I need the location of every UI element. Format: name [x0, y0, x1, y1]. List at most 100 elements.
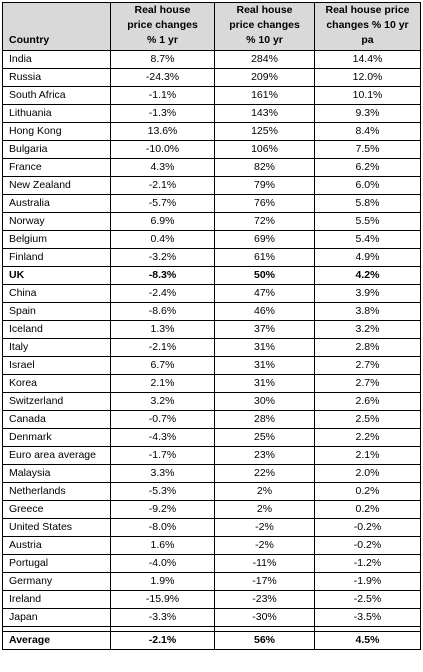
house-price-table: Country Real house price changes % 1 yr …	[2, 2, 421, 650]
change-10yr-pa-cell: 4.9%	[314, 248, 421, 267]
change-1yr-cell: -1.3%	[110, 104, 215, 123]
table-row: Malaysia 3.3% 22% 2.0%	[2, 464, 421, 483]
change-10yr-pa-cell: 2.7%	[314, 356, 421, 375]
table-row: Ireland -15.9% -23% -2.5%	[2, 590, 421, 609]
country-cell: Australia	[2, 194, 111, 213]
table-row: Germany 1.9% -17% -1.9%	[2, 572, 421, 591]
country-cell: United States	[2, 518, 111, 537]
header-country: Country	[2, 2, 111, 51]
change-1yr-cell: -4.0%	[110, 554, 215, 573]
change-10yr-pa-cell: 3.8%	[314, 302, 421, 321]
change-10yr-cell: 30%	[214, 392, 315, 411]
header-10yr-line-3: % 10 yr	[246, 34, 283, 46]
table-row: New Zealand -2.1% 79% 6.0%	[2, 176, 421, 195]
header-1yr-line-3: % 1 yr	[147, 34, 178, 46]
country-cell: Norway	[2, 212, 111, 231]
change-10yr-cell: 37%	[214, 320, 315, 339]
country-cell: Denmark	[2, 428, 111, 447]
change-1yr-cell: -5.7%	[110, 194, 215, 213]
change-1yr-cell: 6.7%	[110, 356, 215, 375]
header-10yr-pa-line-3: pa	[361, 34, 374, 46]
change-10yr-cell: 46%	[214, 302, 315, 321]
change-10yr-pa-cell: 10.1%	[314, 86, 421, 105]
table-row: UK -8.3% 50% 4.2%	[2, 266, 421, 285]
country-cell: Hong Kong	[2, 122, 111, 141]
change-1yr-cell: -1.7%	[110, 446, 215, 465]
change-10yr-pa-cell: 7.5%	[314, 140, 421, 159]
average-country: Average	[2, 631, 111, 650]
change-10yr-cell: 31%	[214, 356, 315, 375]
country-cell: Israel	[2, 356, 111, 375]
country-cell: Germany	[2, 572, 111, 591]
change-10yr-pa-cell: -3.5%	[314, 608, 421, 627]
change-1yr-cell: -3.2%	[110, 248, 215, 267]
country-cell: Finland	[2, 248, 111, 267]
table-row: Korea 2.1% 31% 2.7%	[2, 374, 421, 393]
average-row: Average -2.1% 56% 4.5%	[2, 631, 421, 650]
header-10yr-line-2: price changes	[229, 19, 300, 31]
table-row: Netherlands -5.3% 2% 0.2%	[2, 482, 421, 501]
table-body: India 8.7% 284% 14.4% Russia -24.3% 209% 12.0% S…	[2, 50, 421, 650]
change-10yr-pa-cell: 2.8%	[314, 338, 421, 357]
change-10yr-cell: 69%	[214, 230, 315, 249]
table-row: United States -8.0% -2% -0.2%	[2, 518, 421, 537]
change-10yr-cell: 209%	[214, 68, 315, 87]
change-1yr-cell: 0.4%	[110, 230, 215, 249]
change-10yr-cell: -11%	[214, 554, 315, 573]
change-10yr-cell: 2%	[214, 482, 315, 501]
country-cell: Bulgaria	[2, 140, 111, 159]
country-cell: Malaysia	[2, 464, 111, 483]
change-10yr-cell: 79%	[214, 176, 315, 195]
change-10yr-cell: 143%	[214, 104, 315, 123]
change-10yr-pa-cell: 2.2%	[314, 428, 421, 447]
change-10yr-pa-cell: 2.1%	[314, 446, 421, 465]
country-cell: Japan	[2, 608, 111, 627]
change-1yr-cell: -4.3%	[110, 428, 215, 447]
change-10yr-cell: -30%	[214, 608, 315, 627]
change-10yr-pa-cell: 5.8%	[314, 194, 421, 213]
change-10yr-cell: 31%	[214, 338, 315, 357]
table-row: South Africa -1.1% 161% 10.1%	[2, 86, 421, 105]
change-10yr-cell: 82%	[214, 158, 315, 177]
change-10yr-cell: 76%	[214, 194, 315, 213]
change-10yr-pa-cell: 9.3%	[314, 104, 421, 123]
change-1yr-cell: 8.7%	[110, 50, 215, 69]
change-1yr-cell: -1.1%	[110, 86, 215, 105]
header-1yr-line-1: Real house	[134, 4, 191, 16]
country-cell: Euro area average	[2, 446, 111, 465]
table-row: Switzerland 3.2% 30% 2.6%	[2, 392, 421, 411]
change-1yr-cell: -8.0%	[110, 518, 215, 537]
change-10yr-cell: 23%	[214, 446, 315, 465]
table-row: Finland -3.2% 61% 4.9%	[2, 248, 421, 267]
table-row: Hong Kong 13.6% 125% 8.4%	[2, 122, 421, 141]
change-1yr-cell: 4.3%	[110, 158, 215, 177]
country-cell: New Zealand	[2, 176, 111, 195]
table-row: Portugal -4.0% -11% -1.2%	[2, 554, 421, 573]
change-10yr-pa-cell: 3.2%	[314, 320, 421, 339]
change-10yr-cell: 72%	[214, 212, 315, 231]
country-cell: Ireland	[2, 590, 111, 609]
change-10yr-pa-cell: 4.2%	[314, 266, 421, 285]
header-country-line: Country	[9, 34, 50, 46]
country-cell: France	[2, 158, 111, 177]
header-10yr-pa: Real house price changes % 10 yr pa	[314, 2, 421, 51]
change-10yr-cell: 25%	[214, 428, 315, 447]
change-1yr-cell: -10.0%	[110, 140, 215, 159]
change-10yr-cell: 31%	[214, 374, 315, 393]
change-1yr-cell: -8.6%	[110, 302, 215, 321]
table-row: India 8.7% 284% 14.4%	[2, 50, 421, 69]
change-10yr-pa-cell: 14.4%	[314, 50, 421, 69]
change-10yr-cell: -2%	[214, 536, 315, 555]
change-1yr-cell: 3.3%	[110, 464, 215, 483]
country-cell: Russia	[2, 68, 111, 87]
header-10yr: Real house price changes % 10 yr	[214, 2, 315, 51]
country-cell: Lithuania	[2, 104, 111, 123]
table-row: Russia -24.3% 209% 12.0%	[2, 68, 421, 87]
change-1yr-cell: 13.6%	[110, 122, 215, 141]
change-10yr-pa-cell: 3.9%	[314, 284, 421, 303]
table-row: Spain -8.6% 46% 3.8%	[2, 302, 421, 321]
change-1yr-cell: -2.4%	[110, 284, 215, 303]
country-cell: Portugal	[2, 554, 111, 573]
header-1yr-line-2: price changes	[127, 19, 198, 31]
table-row: Belgium 0.4% 69% 5.4%	[2, 230, 421, 249]
